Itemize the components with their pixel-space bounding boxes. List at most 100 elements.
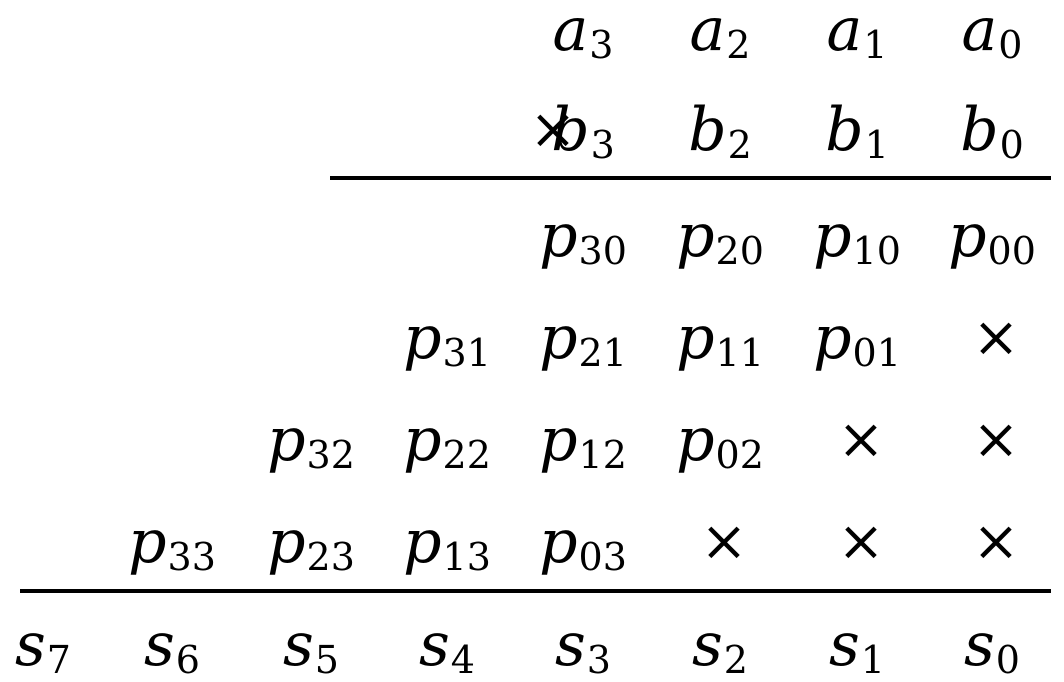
partial-product-term-subscript: 01 <box>852 331 901 376</box>
sum-term-subscript: 7 <box>46 638 71 682</box>
partial-product-term-subscript: 31 <box>442 331 491 376</box>
partial-product-term: p12 <box>539 410 627 474</box>
partial-product-term-base: p <box>539 201 578 271</box>
partial-product-term: p21 <box>539 308 627 372</box>
partial-product-term-subscript: 00 <box>987 229 1036 274</box>
partial-product-term-subscript: 32 <box>306 433 355 478</box>
multiplier-term: b1 <box>825 100 889 164</box>
partial-product-term-subscript: 03 <box>578 535 627 580</box>
placeholder-cross-base: × <box>972 305 1020 370</box>
placeholder-cross: × <box>973 412 1020 468</box>
placeholder-cross-base: × <box>837 509 885 574</box>
multiplier-term: b0 <box>960 100 1024 164</box>
partial-product-term: p33 <box>128 512 216 576</box>
sum-term-base: s <box>15 610 46 680</box>
partial-product-term-subscript: 11 <box>715 331 764 376</box>
partial-product-term-subscript: 21 <box>578 331 627 376</box>
placeholder-cross-base: × <box>972 407 1020 472</box>
placeholder-cross: × <box>838 412 885 468</box>
partial-product-term-base: p <box>128 507 167 577</box>
partial-product-term-subscript: 20 <box>715 229 764 274</box>
partial-product-term: p02 <box>676 410 764 474</box>
sum-term-subscript: 0 <box>995 638 1020 682</box>
multiplicand-term: a0 <box>962 0 1023 64</box>
partial-product-term-subscript: 30 <box>578 229 627 274</box>
partial-product-term-base: p <box>403 405 442 475</box>
sum-term: s6 <box>144 615 200 679</box>
placeholder-cross: × <box>838 514 885 570</box>
partial-product-term: p11 <box>676 308 764 372</box>
multiplicand-term-subscript: 3 <box>589 23 614 68</box>
partial-product-term-subscript: 33 <box>167 535 216 580</box>
sum-term-base: s <box>964 610 995 680</box>
multiplier-term-base: b <box>960 95 999 165</box>
partial-product-term: p00 <box>948 206 1036 270</box>
partial-product-term: p30 <box>539 206 627 270</box>
partial-product-term-base: p <box>539 303 578 373</box>
sum-term-subscript: 2 <box>723 638 748 682</box>
partial-product-term-base: p <box>813 201 852 271</box>
sum-term: s4 <box>419 615 475 679</box>
placeholder-cross-base: × <box>700 509 748 574</box>
rule-after-partial-products <box>20 589 1051 593</box>
multiplier-term-base: b <box>825 95 864 165</box>
multiplier-term: b3 <box>551 100 615 164</box>
sum-term: s2 <box>692 615 748 679</box>
multiplicand-term-base: a <box>552 0 589 65</box>
partial-product-term-base: p <box>676 201 715 271</box>
multiplicand-term-base: a <box>961 0 998 65</box>
sum-term: s3 <box>555 615 611 679</box>
sum-term-subscript: 3 <box>586 638 611 682</box>
multiplicand-term-subscript: 2 <box>726 23 751 68</box>
multiplier-term-subscript: 2 <box>727 123 752 168</box>
multiplier-term-subscript: 3 <box>590 123 615 168</box>
partial-product-term: p22 <box>403 410 491 474</box>
sum-term: s5 <box>283 615 339 679</box>
sum-term: s1 <box>829 615 885 679</box>
sum-term-subscript: 1 <box>860 638 885 682</box>
partial-product-term-base: p <box>948 201 987 271</box>
placeholder-cross: × <box>701 514 748 570</box>
partial-product-term-base: p <box>403 303 442 373</box>
sum-term-base: s <box>144 610 175 680</box>
rule-after-operands <box>330 176 1051 180</box>
sum-term-base: s <box>419 610 450 680</box>
partial-product-term-base: p <box>676 303 715 373</box>
partial-product-term-base: p <box>267 405 306 475</box>
partial-product-term-base: p <box>403 507 442 577</box>
multiplier-term-subscript: 1 <box>864 123 889 168</box>
partial-product-term-subscript: 12 <box>578 433 627 478</box>
sum-term-base: s <box>829 610 860 680</box>
multiplicand-term-base: a <box>826 0 863 65</box>
sum-term: s0 <box>964 615 1020 679</box>
sum-term-subscript: 4 <box>450 638 475 682</box>
partial-product-term: p20 <box>676 206 764 270</box>
placeholder-cross-base: × <box>972 509 1020 574</box>
placeholder-cross-base: × <box>837 407 885 472</box>
multiplicand-term-base: a <box>689 0 726 65</box>
partial-product-term-subscript: 23 <box>306 535 355 580</box>
multiplicand-term: a2 <box>690 0 751 64</box>
partial-product-term: p03 <box>539 512 627 576</box>
multiplicand-term-subscript: 0 <box>998 23 1023 68</box>
partial-product-term: p13 <box>403 512 491 576</box>
sum-term-base: s <box>692 610 723 680</box>
placeholder-cross: × <box>973 514 1020 570</box>
partial-product-term-subscript: 10 <box>852 229 901 274</box>
partial-product-term: p01 <box>813 308 901 372</box>
sum-term-base: s <box>283 610 314 680</box>
partial-product-term-base: p <box>676 405 715 475</box>
sum-term-subscript: 5 <box>314 638 339 682</box>
partial-product-term-base: p <box>267 507 306 577</box>
partial-product-term: p31 <box>403 308 491 372</box>
multiplier-term-base: b <box>551 95 590 165</box>
sum-term-base: s <box>555 610 586 680</box>
multiplicand-term: a1 <box>827 0 888 64</box>
multiplicand-term: a3 <box>553 0 614 64</box>
partial-product-term: p23 <box>267 512 355 576</box>
partial-product-term-base: p <box>539 507 578 577</box>
placeholder-cross: × <box>973 310 1020 366</box>
sum-term: s7 <box>15 615 71 679</box>
partial-product-term: p10 <box>813 206 901 270</box>
